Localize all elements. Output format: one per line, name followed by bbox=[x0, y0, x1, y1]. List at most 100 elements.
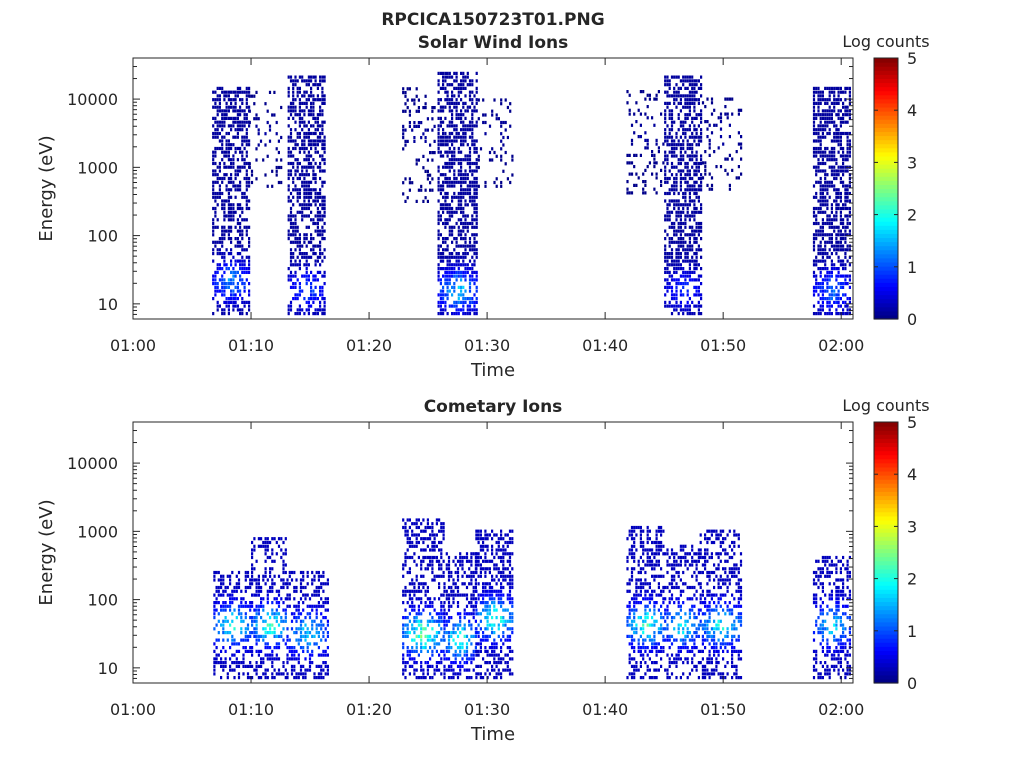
heatmap-cell bbox=[833, 98, 836, 102]
heatmap-cell bbox=[320, 676, 323, 680]
heatmap-cell bbox=[213, 604, 216, 608]
heatmap-cell bbox=[447, 570, 451, 575]
heatmap-cell bbox=[686, 86, 689, 90]
heatmap-cell bbox=[287, 135, 290, 139]
heatmap-cell bbox=[323, 79, 326, 83]
colorbar-segment bbox=[874, 90, 898, 96]
heatmap-cell bbox=[679, 180, 682, 184]
heatmap-cell bbox=[297, 676, 300, 680]
heatmap-cell bbox=[212, 282, 215, 286]
heatmap-cell bbox=[415, 589, 418, 593]
heatmap-cell bbox=[426, 672, 429, 676]
heatmap-cell bbox=[420, 582, 423, 586]
heatmap-cell bbox=[844, 233, 847, 237]
heatmap-cell bbox=[842, 173, 845, 177]
heatmap-cell bbox=[679, 221, 682, 226]
heatmap-cell bbox=[216, 263, 219, 267]
heatmap-cell bbox=[677, 259, 680, 263]
heatmap-cell bbox=[308, 612, 312, 616]
heatmap-cell bbox=[295, 676, 298, 680]
heatmap-cell bbox=[249, 634, 252, 638]
heatmap-cell bbox=[700, 120, 703, 124]
heatmap-cell bbox=[442, 267, 445, 271]
heatmap-cell bbox=[216, 131, 219, 136]
heatmap-cell bbox=[277, 668, 281, 672]
heatmap-cell bbox=[221, 282, 224, 286]
heatmap-cell bbox=[275, 608, 278, 612]
heatmap-cell bbox=[214, 161, 217, 166]
heatmap-cell bbox=[213, 574, 216, 578]
heatmap-cell bbox=[240, 638, 243, 642]
heatmap-cell bbox=[232, 270, 235, 274]
heatmap-cell bbox=[682, 191, 685, 196]
heatmap-cell bbox=[446, 297, 449, 301]
heatmap-cell bbox=[697, 210, 700, 214]
heatmap-cell bbox=[511, 154, 514, 158]
heatmap-cell bbox=[303, 191, 306, 196]
heatmap-cell bbox=[726, 172, 729, 176]
heatmap-cell bbox=[821, 203, 824, 207]
heatmap-cell bbox=[695, 191, 698, 196]
heatmap-cell bbox=[473, 184, 476, 188]
heatmap-cell bbox=[819, 308, 822, 312]
heatmap-cell bbox=[212, 180, 215, 184]
heatmap-cell bbox=[670, 165, 674, 169]
heatmap-cell bbox=[817, 124, 820, 128]
heatmap-cell bbox=[475, 278, 478, 282]
heatmap-cell bbox=[243, 191, 246, 196]
heatmap-cell bbox=[673, 176, 676, 181]
heatmap-cell bbox=[506, 177, 509, 181]
heatmap-cell bbox=[451, 233, 454, 237]
heatmap-cell bbox=[236, 252, 239, 256]
heatmap-cell bbox=[237, 664, 241, 668]
heatmap-cell bbox=[227, 139, 230, 143]
heatmap-cell bbox=[439, 278, 442, 282]
heatmap-cell bbox=[670, 221, 674, 226]
heatmap-cell bbox=[719, 165, 723, 169]
heatmap-cell bbox=[670, 289, 674, 293]
heatmap-cell bbox=[815, 90, 818, 94]
heatmap-cell bbox=[817, 180, 820, 184]
heatmap-cell bbox=[212, 169, 215, 173]
heatmap-cell bbox=[686, 203, 689, 207]
heatmap-cell bbox=[249, 608, 252, 612]
heatmap-cell bbox=[438, 518, 441, 522]
heatmap-cell bbox=[214, 285, 217, 289]
heatmap-cell bbox=[273, 616, 276, 620]
heatmap-cell bbox=[236, 120, 239, 124]
heatmap-cell bbox=[271, 672, 274, 676]
heatmap-cell bbox=[453, 86, 456, 90]
heatmap-cell bbox=[311, 578, 314, 582]
heatmap-cell bbox=[444, 116, 447, 120]
heatmap-cell bbox=[460, 128, 463, 132]
heatmap-cell bbox=[326, 619, 329, 623]
heatmap-cell bbox=[271, 552, 274, 556]
heatmap-cell bbox=[675, 210, 678, 214]
heatmap-cell bbox=[673, 263, 676, 267]
heatmap-cell bbox=[306, 646, 309, 650]
heatmap-cell bbox=[266, 555, 269, 560]
heatmap-cell bbox=[708, 138, 711, 142]
heatmap-cell bbox=[426, 664, 429, 668]
heatmap-cell bbox=[437, 128, 440, 132]
heatmap-cell bbox=[839, 109, 842, 113]
heatmap-cell bbox=[322, 661, 325, 665]
heatmap-cell bbox=[442, 75, 445, 79]
heatmap-cell bbox=[815, 221, 818, 226]
heatmap-cell bbox=[312, 274, 315, 278]
heatmap-cell bbox=[668, 135, 671, 139]
heatmap-cell bbox=[648, 93, 651, 97]
heatmap-cell bbox=[220, 585, 223, 590]
heatmap-cell bbox=[404, 533, 407, 537]
heatmap-cell bbox=[280, 619, 283, 623]
heatmap-cell bbox=[846, 158, 849, 162]
heatmap-cell bbox=[460, 143, 463, 147]
heatmap-cell bbox=[218, 131, 221, 136]
heatmap-cell bbox=[242, 664, 245, 668]
heatmap-cell bbox=[319, 135, 322, 139]
heatmap-cell bbox=[214, 120, 217, 124]
heatmap-cell bbox=[313, 676, 316, 680]
heatmap-cell bbox=[322, 676, 325, 680]
heatmap-cell bbox=[819, 150, 822, 154]
heatmap-cell bbox=[682, 237, 685, 241]
